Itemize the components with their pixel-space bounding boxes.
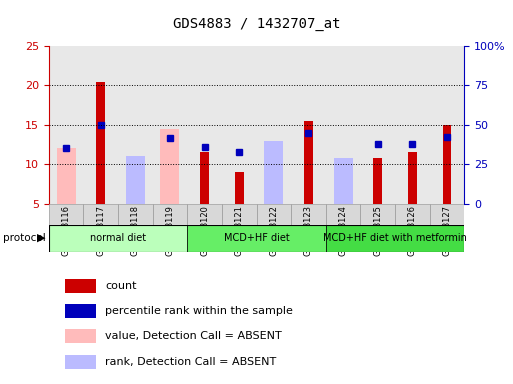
Bar xyxy=(395,46,429,204)
Bar xyxy=(291,204,326,225)
Text: MCD+HF diet: MCD+HF diet xyxy=(224,233,289,243)
Bar xyxy=(395,204,429,225)
Text: GSM878124: GSM878124 xyxy=(339,205,348,256)
Bar xyxy=(65,355,96,369)
Bar xyxy=(264,149,283,204)
Text: GSM878120: GSM878120 xyxy=(200,205,209,256)
Text: GSM878122: GSM878122 xyxy=(269,205,279,256)
Bar xyxy=(264,141,283,204)
Text: GSM878117: GSM878117 xyxy=(96,205,105,256)
Bar xyxy=(200,152,209,204)
Bar xyxy=(49,204,83,225)
Text: protocol: protocol xyxy=(3,233,45,243)
Bar xyxy=(126,172,145,204)
Bar xyxy=(408,152,417,204)
Bar xyxy=(152,46,187,204)
Bar xyxy=(326,225,464,252)
Bar xyxy=(256,204,291,225)
Bar xyxy=(222,46,256,204)
Text: GSM878127: GSM878127 xyxy=(442,205,451,256)
Bar xyxy=(161,129,180,204)
Bar xyxy=(83,204,118,225)
Text: GDS4883 / 1432707_at: GDS4883 / 1432707_at xyxy=(173,17,340,31)
Text: GSM878116: GSM878116 xyxy=(62,205,71,256)
Bar xyxy=(118,204,153,225)
Bar xyxy=(360,204,395,225)
Bar xyxy=(65,304,96,318)
Text: normal diet: normal diet xyxy=(90,233,146,243)
Bar xyxy=(49,46,83,204)
Text: GSM878123: GSM878123 xyxy=(304,205,313,256)
Bar xyxy=(187,225,326,252)
Text: GSM878119: GSM878119 xyxy=(165,205,174,256)
Bar xyxy=(126,156,145,204)
Bar xyxy=(187,46,222,204)
Bar xyxy=(326,204,360,225)
Text: value, Detection Call = ABSENT: value, Detection Call = ABSENT xyxy=(106,331,282,341)
Bar xyxy=(291,46,326,204)
Bar xyxy=(118,46,152,204)
Text: GSM878125: GSM878125 xyxy=(373,205,382,256)
Bar xyxy=(65,279,96,293)
Text: rank, Detection Call = ABSENT: rank, Detection Call = ABSENT xyxy=(106,357,277,367)
Bar xyxy=(326,46,360,204)
Bar xyxy=(187,204,222,225)
Bar xyxy=(360,46,395,204)
Text: ▶: ▶ xyxy=(37,233,46,243)
Bar xyxy=(443,125,451,204)
Text: percentile rank within the sample: percentile rank within the sample xyxy=(106,306,293,316)
Bar xyxy=(429,204,464,225)
Bar xyxy=(56,149,75,204)
Bar xyxy=(96,81,105,204)
Text: GSM878121: GSM878121 xyxy=(234,205,244,256)
Bar xyxy=(304,121,313,204)
Bar xyxy=(333,158,352,204)
Bar xyxy=(373,158,382,204)
Bar xyxy=(49,225,187,252)
Text: GSM878126: GSM878126 xyxy=(408,205,417,256)
Bar xyxy=(222,204,256,225)
Bar xyxy=(429,46,464,204)
Bar xyxy=(65,329,96,343)
Bar xyxy=(333,194,352,204)
Text: count: count xyxy=(106,281,137,291)
Text: MCD+HF diet with metformin: MCD+HF diet with metformin xyxy=(323,233,467,243)
Bar xyxy=(153,204,187,225)
Bar xyxy=(83,46,118,204)
Text: GSM878118: GSM878118 xyxy=(131,205,140,256)
Bar xyxy=(256,46,291,204)
Bar xyxy=(235,172,244,204)
